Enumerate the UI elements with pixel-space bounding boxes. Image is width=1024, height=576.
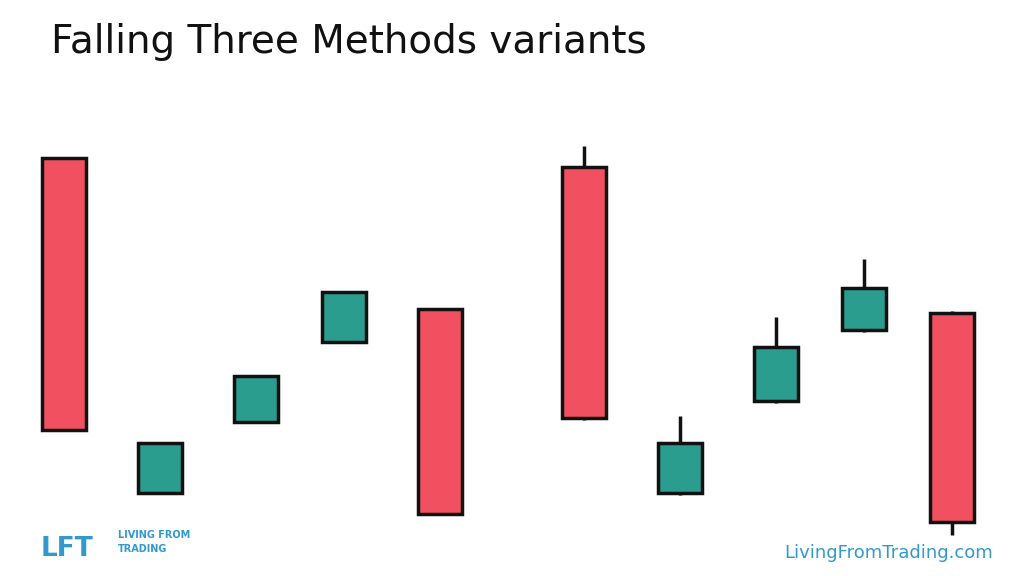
Bar xyxy=(322,292,366,342)
Bar xyxy=(658,443,702,493)
Text: LivingFromTrading.com: LivingFromTrading.com xyxy=(784,544,993,562)
Bar xyxy=(234,376,278,422)
Bar xyxy=(42,158,86,430)
Bar xyxy=(138,443,182,493)
Text: LFT: LFT xyxy=(41,536,94,562)
Text: Falling Three Methods variants: Falling Three Methods variants xyxy=(51,23,647,61)
Bar xyxy=(842,288,886,330)
Bar xyxy=(754,347,798,401)
Text: LIVING FROM
TRADING: LIVING FROM TRADING xyxy=(118,530,190,554)
Bar xyxy=(562,167,606,418)
Bar xyxy=(418,309,462,514)
Bar xyxy=(930,313,974,522)
